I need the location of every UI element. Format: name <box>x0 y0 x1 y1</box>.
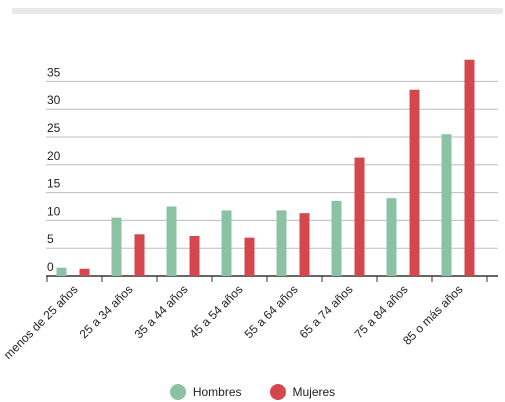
bar-hombres-3 <box>221 210 232 276</box>
bar-mujeres-4 <box>299 213 310 276</box>
x-category-label-0: menos de 25 años <box>1 282 81 362</box>
bar-mujeres-0 <box>79 268 90 276</box>
legend-item-hombres: Hombres <box>169 384 242 400</box>
bar-hombres-6 <box>386 198 397 276</box>
bar-hombres-5 <box>331 200 342 276</box>
legend-label-hombres: Hombres <box>192 385 242 399</box>
y-tick-label-30: 30 <box>47 93 61 107</box>
x-category-label-2: 35 a 44 años <box>132 282 191 341</box>
legend-item-mujeres: Mujeres <box>269 384 336 400</box>
legend: Hombres Mujeres <box>0 384 505 400</box>
x-category-label-5: 65 a 74 años <box>297 282 356 341</box>
bar-mujeres-6 <box>409 89 420 277</box>
x-category-label-1: 25 a 34 años <box>77 282 136 341</box>
top-divider-bar <box>12 8 503 14</box>
legend-label-mujeres: Mujeres <box>292 385 336 399</box>
bar-hombres-2 <box>166 206 177 276</box>
bar-hombres-1 <box>111 217 122 276</box>
y-tick-label-0: 0 <box>47 260 54 274</box>
bar-mujeres-5 <box>354 157 365 276</box>
bar-mujeres-7 <box>464 59 475 276</box>
y-tick-label-20: 20 <box>47 149 61 163</box>
legend-swatch-mujeres <box>269 384 286 400</box>
y-tick-label-5: 5 <box>47 232 54 246</box>
y-tick-label-35: 35 <box>47 65 61 79</box>
bar-hombres-7 <box>441 134 452 276</box>
bar-hombres-0 <box>56 267 67 276</box>
bar-mujeres-1 <box>134 234 145 276</box>
y-tick-label-25: 25 <box>47 121 61 135</box>
legend-swatch-hombres <box>169 384 186 400</box>
y-tick-label-10: 10 <box>47 204 61 218</box>
y-tick-label-15: 15 <box>47 177 61 191</box>
bar-mujeres-3 <box>244 237 255 276</box>
bar-hombres-4 <box>276 210 287 276</box>
x-category-label-6: 75 a 84 años <box>352 282 411 341</box>
x-category-label-4: 55 a 64 años <box>242 282 301 341</box>
bar-mujeres-2 <box>189 235 200 276</box>
x-category-label-3: 45 a 54 años <box>187 282 246 341</box>
